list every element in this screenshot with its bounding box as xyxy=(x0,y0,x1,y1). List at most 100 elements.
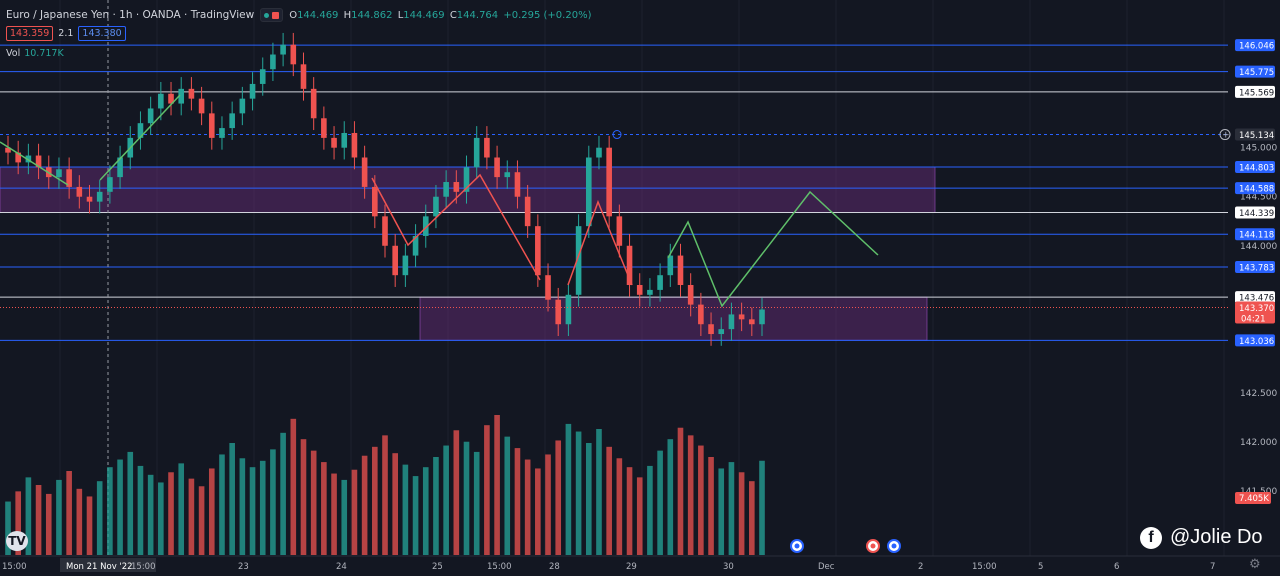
symbol-title[interactable]: Euro / Japanese Yen · 1h · OANDA · Tradi… xyxy=(6,9,255,21)
candle-body[interactable] xyxy=(606,147,612,217)
candle-body[interactable] xyxy=(708,324,714,335)
candle-body[interactable] xyxy=(331,137,337,148)
candle-body[interactable] xyxy=(270,54,276,70)
candle-body[interactable] xyxy=(341,132,348,148)
red-path-arrow[interactable] xyxy=(567,199,633,286)
candle-body[interactable] xyxy=(5,147,11,153)
candle-body[interactable] xyxy=(728,314,735,330)
candle-body[interactable] xyxy=(677,255,684,285)
candle-body[interactable] xyxy=(239,98,246,114)
candle-body[interactable] xyxy=(107,177,113,192)
tradingview-logo[interactable]: TV xyxy=(4,530,30,552)
candle-body[interactable] xyxy=(76,186,83,197)
candle-body[interactable] xyxy=(351,132,358,158)
price-axis[interactable] xyxy=(1232,0,1280,556)
candle-body[interactable] xyxy=(321,118,327,138)
buy-price-button[interactable]: 143.380 xyxy=(78,26,126,41)
green-path-arrow[interactable] xyxy=(667,190,879,308)
candle-body[interactable] xyxy=(361,157,368,187)
candle-body[interactable] xyxy=(290,44,297,65)
candle-body[interactable] xyxy=(463,167,470,192)
candle-body[interactable] xyxy=(422,216,429,236)
candle-body[interactable] xyxy=(647,289,653,295)
candle-body[interactable] xyxy=(738,314,745,320)
candle-body[interactable] xyxy=(718,329,725,335)
candle-body[interactable] xyxy=(402,255,409,276)
candle-body[interactable] xyxy=(555,299,562,325)
candle-body[interactable] xyxy=(698,304,704,325)
candle-body[interactable] xyxy=(147,108,154,124)
candle-body[interactable] xyxy=(372,186,378,217)
candle-body[interactable] xyxy=(15,152,21,163)
price-level-badge[interactable] xyxy=(1235,206,1275,219)
candle-body[interactable] xyxy=(616,216,623,246)
candle-body[interactable] xyxy=(86,196,93,202)
price-level-badge[interactable] xyxy=(1235,291,1275,304)
candle-body[interactable] xyxy=(35,155,42,168)
candle-body[interactable] xyxy=(168,93,174,104)
gear-icon[interactable]: ⚙ xyxy=(1249,557,1261,572)
candle-body[interactable] xyxy=(626,245,633,285)
candle-body[interactable] xyxy=(25,155,32,163)
candle-body[interactable] xyxy=(545,275,551,300)
crosshair-plus-icon[interactable] xyxy=(1219,129,1231,141)
candle-body[interactable] xyxy=(208,113,215,138)
candle-body[interactable] xyxy=(66,169,72,187)
price-level-badge[interactable] xyxy=(1235,128,1275,141)
candle-body[interactable] xyxy=(565,294,572,325)
candle-body[interactable] xyxy=(433,196,439,217)
candle-body[interactable] xyxy=(443,182,449,197)
candle-body[interactable] xyxy=(198,98,205,114)
candle-body[interactable] xyxy=(280,44,286,55)
candle-body[interactable] xyxy=(158,93,164,109)
candle-body[interactable] xyxy=(575,226,582,295)
red-path-arrow[interactable] xyxy=(371,173,541,281)
price-level-badge[interactable] xyxy=(1235,182,1275,195)
candle-body[interactable] xyxy=(137,123,144,138)
candle-body[interactable] xyxy=(657,275,663,290)
candle-body[interactable] xyxy=(229,113,235,129)
candle-body[interactable] xyxy=(687,285,694,305)
candle-body[interactable] xyxy=(504,172,511,178)
candle-body[interactable] xyxy=(749,319,755,325)
sell-price-button[interactable]: 143.359 xyxy=(6,26,54,41)
candle-body[interactable] xyxy=(412,235,419,256)
green-path-arrow[interactable] xyxy=(99,94,181,181)
candle-body[interactable] xyxy=(310,88,317,119)
candle-body[interactable] xyxy=(178,88,185,104)
candle-body[interactable] xyxy=(473,137,480,168)
candle-body[interactable] xyxy=(667,255,674,276)
price-level-badge[interactable] xyxy=(1235,261,1275,274)
candle-body[interactable] xyxy=(636,285,643,295)
candle-body[interactable] xyxy=(596,147,602,158)
price-level-badge[interactable] xyxy=(1235,228,1275,241)
candle-body[interactable] xyxy=(56,169,62,178)
candle-body[interactable] xyxy=(259,69,266,84)
price-level-badge[interactable] xyxy=(1235,161,1275,174)
market-status-toggle[interactable] xyxy=(260,8,284,22)
candle-body[interactable] xyxy=(392,245,398,276)
candle-body[interactable] xyxy=(117,157,123,178)
price-level-badge[interactable] xyxy=(1235,65,1275,78)
price-level-badge[interactable] xyxy=(1235,85,1275,98)
candle-body[interactable] xyxy=(759,309,765,325)
price-level-badge[interactable] xyxy=(1235,334,1275,347)
candle-body[interactable] xyxy=(453,182,460,192)
price-level-badge[interactable] xyxy=(1235,39,1275,52)
candle-body[interactable] xyxy=(524,196,531,227)
candle-body[interactable] xyxy=(382,216,388,246)
candle-body[interactable] xyxy=(188,88,195,99)
volume-legend[interactable]: Vol 10.717K xyxy=(6,48,64,59)
candle-body[interactable] xyxy=(249,83,256,99)
candle-body[interactable] xyxy=(96,191,103,202)
candle-body[interactable] xyxy=(514,172,521,197)
supply-demand-zone[interactable] xyxy=(419,296,928,341)
candle-body[interactable] xyxy=(300,64,307,89)
candle-body[interactable] xyxy=(219,128,225,138)
candle-body[interactable] xyxy=(585,157,592,227)
green-path-arrow[interactable] xyxy=(0,141,69,186)
candle-body[interactable] xyxy=(535,226,541,276)
candle-body[interactable] xyxy=(484,137,490,158)
candle-body[interactable] xyxy=(494,157,500,178)
